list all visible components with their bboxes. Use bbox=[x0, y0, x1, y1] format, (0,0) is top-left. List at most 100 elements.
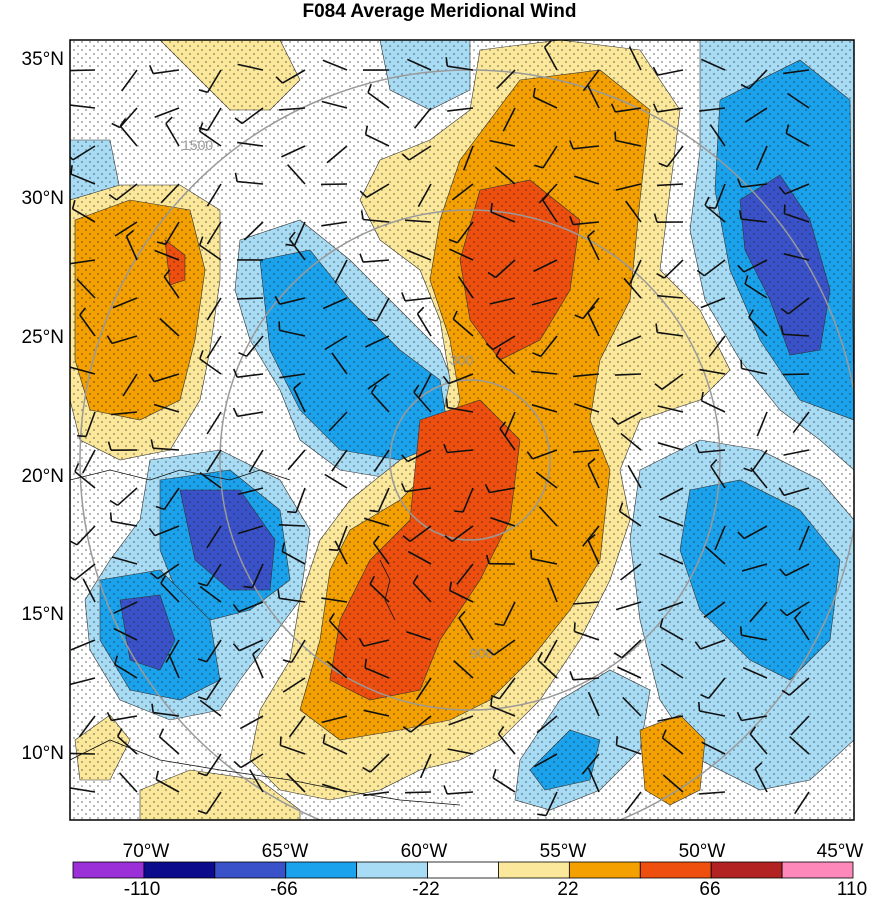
wind-barb bbox=[160, 582, 180, 603]
wind-barb-flag bbox=[661, 729, 667, 739]
wind-barb bbox=[153, 447, 180, 451]
wind-barb bbox=[496, 69, 516, 90]
wind-barb bbox=[456, 221, 474, 244]
wind-barb-flag bbox=[490, 697, 493, 707]
wind-barb bbox=[744, 283, 768, 299]
wind-barb bbox=[72, 208, 96, 223]
wind-barb-flag bbox=[109, 499, 119, 506]
wind-barb bbox=[168, 653, 180, 679]
wind-barb-flag bbox=[740, 359, 743, 369]
wind-barb bbox=[113, 601, 138, 615]
wind-barb bbox=[531, 404, 558, 413]
wind-barb-flag bbox=[275, 76, 284, 84]
wind-barb bbox=[489, 139, 516, 147]
wind-barb bbox=[279, 329, 306, 337]
wind-barb bbox=[165, 221, 180, 245]
lat-tick-35n: 35°N bbox=[22, 49, 64, 70]
wind-barb bbox=[621, 639, 642, 659]
wind-barb-flag bbox=[495, 347, 502, 357]
wind-barb-flag bbox=[232, 368, 238, 378]
wind-barb bbox=[699, 368, 726, 375]
wind-barb bbox=[574, 403, 600, 413]
wind-barb-flag bbox=[526, 451, 534, 460]
wind-barb bbox=[499, 428, 516, 451]
wind-barb bbox=[741, 367, 768, 375]
wind-barb-flag bbox=[198, 236, 204, 246]
wind-barb-flag bbox=[737, 531, 745, 540]
wind-barb bbox=[237, 411, 264, 418]
wind-barb bbox=[448, 715, 474, 726]
wind-barb bbox=[418, 373, 432, 398]
wind-barb bbox=[206, 107, 222, 131]
coastline-south-america bbox=[70, 739, 461, 806]
wind-barb bbox=[324, 335, 348, 351]
wind-barb bbox=[153, 711, 180, 717]
wind-barb-flag bbox=[400, 482, 407, 492]
wind-barb bbox=[615, 107, 642, 113]
colorbar-box bbox=[568, 861, 641, 879]
wind-barb bbox=[238, 639, 264, 652]
wind-barb bbox=[404, 791, 432, 794]
wind-barb bbox=[749, 733, 768, 755]
wind-barb-flag bbox=[274, 295, 281, 305]
wind-barb bbox=[70, 677, 96, 686]
wind-barb-flag bbox=[155, 770, 159, 780]
wind-barb bbox=[620, 563, 642, 581]
wind-barb-flag bbox=[109, 512, 113, 522]
wind-barb bbox=[326, 145, 348, 164]
wind-barb bbox=[492, 335, 516, 351]
colorbar-label-66: 66 bbox=[699, 879, 720, 900]
wind-barb bbox=[154, 107, 180, 118]
wind-barb bbox=[495, 259, 516, 278]
wind-barb-flag bbox=[199, 350, 204, 360]
wind-barb bbox=[240, 753, 264, 769]
lon-tick-70w: 70°W bbox=[123, 841, 170, 862]
wind-barb bbox=[293, 221, 306, 247]
wind-barb bbox=[237, 180, 264, 185]
colorbar-box bbox=[639, 861, 712, 879]
wind-barb bbox=[206, 297, 222, 321]
wind-barb bbox=[622, 696, 642, 717]
wind-barb-flag bbox=[744, 275, 749, 285]
wind-barb bbox=[280, 744, 306, 755]
wind-barb bbox=[324, 473, 348, 489]
wind-barb bbox=[82, 449, 96, 474]
ring-label-300: 300 bbox=[450, 352, 474, 368]
lon-tick-55w: 55°W bbox=[540, 841, 587, 862]
colorbar-box bbox=[214, 861, 287, 879]
wind-barb bbox=[328, 620, 348, 641]
wind-barb bbox=[206, 183, 222, 207]
wind-barb-flag bbox=[367, 83, 372, 93]
wind-barb bbox=[78, 715, 96, 738]
wind-barb bbox=[206, 449, 222, 473]
wind-barb-flag bbox=[542, 192, 550, 201]
wind-barb-flag bbox=[328, 548, 338, 552]
wind-barb bbox=[122, 373, 138, 397]
wind-barb-flag bbox=[359, 253, 364, 263]
wind-barb bbox=[755, 145, 768, 171]
wind-barb-flag bbox=[737, 178, 742, 188]
wind-barb bbox=[290, 639, 306, 663]
wind-barb-flag bbox=[369, 509, 379, 513]
wind-barb-flag bbox=[358, 637, 365, 647]
wind-barb bbox=[447, 748, 474, 755]
wind-barb bbox=[154, 525, 180, 537]
wind-barb-flag bbox=[401, 153, 410, 161]
wind-barb bbox=[321, 715, 348, 724]
wind-barb-flag bbox=[656, 272, 665, 279]
colorbar-label-neg22: -22 bbox=[412, 879, 439, 900]
wind-barb bbox=[206, 677, 222, 701]
wind-barb bbox=[406, 630, 432, 641]
wind-barb bbox=[331, 449, 348, 472]
lat-tick-10n: 10°N bbox=[22, 743, 64, 764]
wind-barb bbox=[710, 465, 726, 489]
wind-barb-flag bbox=[70, 575, 76, 581]
wind-barb bbox=[125, 235, 138, 261]
wind-barb bbox=[532, 449, 558, 460]
wind-barb-flag bbox=[569, 140, 574, 150]
wind-barb bbox=[205, 791, 222, 815]
wind-barb bbox=[708, 335, 726, 358]
colorbar-box bbox=[498, 861, 570, 879]
wind-barb bbox=[748, 316, 768, 337]
wind-barb bbox=[74, 563, 96, 581]
